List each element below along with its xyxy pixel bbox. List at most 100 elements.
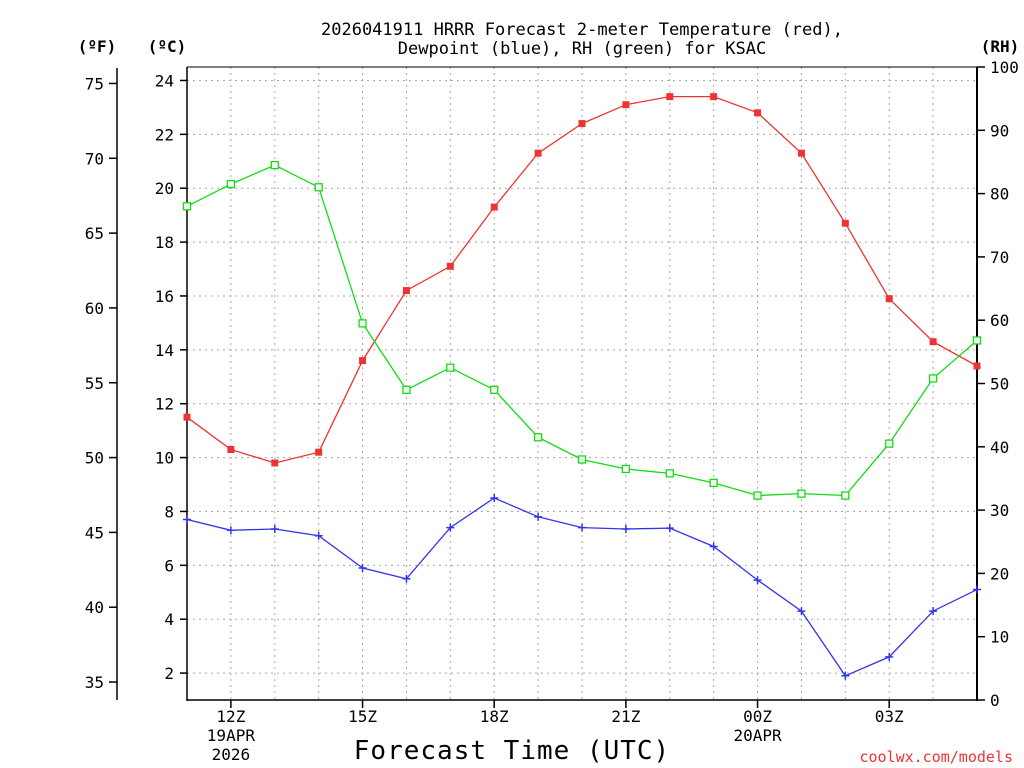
temperature-point bbox=[754, 109, 762, 117]
fahrenheit-tick-label: 35 bbox=[85, 673, 104, 692]
dewpoint-point bbox=[226, 526, 235, 535]
fahrenheit-tick-label: 70 bbox=[85, 149, 104, 168]
rh-point bbox=[402, 385, 411, 394]
rh-point bbox=[972, 336, 982, 345]
celsius-tick-label: 18 bbox=[155, 233, 174, 252]
chart-title-line1: 2026041911 HRRR Forecast 2-meter Tempera… bbox=[321, 20, 843, 40]
rh-point bbox=[490, 385, 499, 394]
rh-point bbox=[928, 374, 938, 383]
rh-point bbox=[797, 489, 806, 498]
dewpoint-point bbox=[885, 652, 894, 661]
temperature-point bbox=[578, 120, 586, 128]
rh-tick-label: 50 bbox=[990, 375, 1009, 394]
dewpoint-point bbox=[402, 574, 411, 583]
temperature-point bbox=[271, 459, 279, 467]
x-tick-label: 03Z bbox=[875, 707, 904, 726]
rh-point bbox=[841, 491, 850, 500]
dewpoint-point bbox=[314, 531, 323, 540]
x-tick-label: 12Z bbox=[216, 707, 245, 726]
dewpoint-point bbox=[621, 524, 630, 533]
rh-point bbox=[753, 491, 762, 500]
temperature-point bbox=[710, 93, 718, 101]
celsius-tick-label: 24 bbox=[155, 71, 174, 90]
temperature-point bbox=[797, 149, 805, 157]
temperature-point bbox=[446, 262, 454, 270]
dewpoint-point bbox=[270, 524, 279, 533]
rh-tick-label: 90 bbox=[990, 121, 1009, 140]
dewpoint-point bbox=[709, 542, 718, 551]
dewpoint-point bbox=[753, 576, 762, 585]
fahrenheit-tick-label: 60 bbox=[85, 299, 104, 318]
temperature-point bbox=[929, 338, 937, 346]
temperature-point bbox=[402, 287, 410, 295]
dewpoint-point bbox=[534, 512, 543, 521]
rh-tick-label: 0 bbox=[990, 691, 1000, 710]
temperature-point bbox=[841, 219, 849, 227]
dewpoint-point bbox=[446, 523, 455, 532]
dewpoint-point bbox=[183, 515, 191, 524]
x-tick-label: 21Z bbox=[611, 707, 640, 726]
fahrenheit-tick-label: 45 bbox=[85, 523, 104, 542]
dewpoint-point bbox=[797, 607, 806, 616]
dewpoint-point bbox=[841, 671, 850, 680]
rh-point bbox=[709, 478, 718, 488]
celsius-tick-label: 22 bbox=[155, 125, 174, 144]
celsius-tick-label: 10 bbox=[155, 449, 174, 468]
celsius-tick-label: 6 bbox=[164, 556, 174, 575]
rh-point bbox=[621, 464, 631, 474]
temperature-point bbox=[622, 101, 630, 109]
grid-lines bbox=[187, 67, 977, 700]
rh-tick-label: 20 bbox=[990, 564, 1009, 583]
dewpoint-point bbox=[490, 493, 499, 502]
x-tick-label: 18Z bbox=[480, 707, 509, 726]
rh-unit-label: (RH) bbox=[981, 37, 1020, 56]
x-tick-date-label: 20APR bbox=[733, 726, 782, 745]
temperature-point bbox=[973, 362, 981, 370]
temperature-point bbox=[359, 357, 367, 365]
temperature-point bbox=[315, 448, 323, 456]
rh-point bbox=[577, 455, 587, 464]
x-tick-date-label: 19APR bbox=[207, 726, 256, 745]
rh-point bbox=[446, 363, 455, 372]
temperature-point bbox=[183, 413, 191, 421]
rh-tick-label: 30 bbox=[990, 501, 1009, 520]
temperature-point bbox=[534, 149, 542, 157]
dewpoint-point bbox=[929, 607, 938, 616]
rh-point bbox=[358, 319, 367, 328]
rh-tick-label: 40 bbox=[990, 438, 1009, 457]
rh-tick-label: 10 bbox=[990, 628, 1009, 647]
rh-tick-label: 100 bbox=[990, 58, 1019, 77]
temperature-point bbox=[227, 445, 235, 453]
temperature-point bbox=[490, 203, 498, 211]
temperature-point bbox=[666, 93, 674, 101]
x-tick-year-label: 2026 bbox=[212, 745, 251, 764]
celsius-unit-label: (ºC) bbox=[148, 37, 187, 56]
rh-tick-label: 80 bbox=[990, 185, 1009, 204]
x-tick-label: 15Z bbox=[348, 707, 377, 726]
rh-point bbox=[226, 179, 236, 189]
celsius-tick-label: 14 bbox=[155, 341, 174, 360]
rh-point bbox=[533, 433, 543, 442]
chart-title-line2: Dewpoint (blue), RH (green) for KSAC bbox=[398, 39, 766, 59]
fahrenheit-tick-label: 75 bbox=[85, 74, 104, 93]
fahrenheit-tick-label: 50 bbox=[85, 449, 104, 468]
rh-point bbox=[314, 183, 323, 192]
temperature-point bbox=[885, 295, 893, 303]
data-series bbox=[182, 93, 982, 680]
rh-tick-label: 60 bbox=[990, 311, 1009, 330]
fahrenheit-tick-label: 55 bbox=[85, 374, 104, 393]
celsius-tick-label: 2 bbox=[164, 664, 174, 683]
celsius-tick-label: 4 bbox=[164, 610, 174, 629]
dewpoint-point bbox=[578, 523, 586, 532]
dewpoint-point bbox=[665, 524, 674, 533]
rh-point bbox=[270, 160, 279, 170]
x-tick-label: 00Z bbox=[743, 707, 772, 726]
credit-link[interactable]: coolwx.com/models bbox=[859, 748, 1013, 766]
fahrenheit-tick-label: 40 bbox=[85, 598, 104, 617]
fahrenheit-unit-label: (ºF) bbox=[78, 37, 117, 56]
rh-point bbox=[665, 469, 674, 478]
dewpoint-point bbox=[358, 564, 367, 573]
celsius-tick-label: 16 bbox=[155, 287, 174, 306]
celsius-tick-label: 20 bbox=[155, 179, 174, 198]
